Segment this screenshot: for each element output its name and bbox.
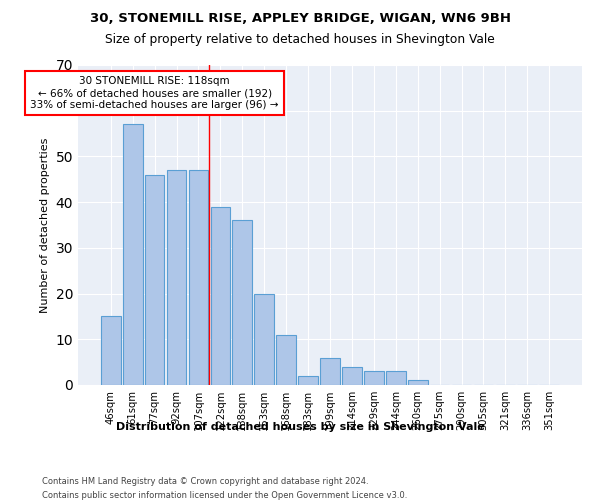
- Bar: [211, 206, 230, 385]
- Text: 30, STONEMILL RISE, APPLEY BRIDGE, WIGAN, WN6 9BH: 30, STONEMILL RISE, APPLEY BRIDGE, WIGAN…: [89, 12, 511, 26]
- Bar: [123, 124, 143, 385]
- Bar: [101, 316, 121, 385]
- Bar: [364, 372, 384, 385]
- Text: Distribution of detached houses by size in Shevington Vale: Distribution of detached houses by size …: [116, 422, 484, 432]
- Bar: [342, 366, 362, 385]
- Bar: [408, 380, 428, 385]
- Bar: [298, 376, 318, 385]
- Bar: [386, 372, 406, 385]
- Y-axis label: Number of detached properties: Number of detached properties: [40, 138, 50, 312]
- Text: Contains HM Land Registry data © Crown copyright and database right 2024.: Contains HM Land Registry data © Crown c…: [42, 478, 368, 486]
- Bar: [276, 334, 296, 385]
- Bar: [232, 220, 252, 385]
- Bar: [254, 294, 274, 385]
- Text: Contains public sector information licensed under the Open Government Licence v3: Contains public sector information licen…: [42, 491, 407, 500]
- Text: Size of property relative to detached houses in Shevington Vale: Size of property relative to detached ho…: [105, 32, 495, 46]
- Bar: [320, 358, 340, 385]
- Bar: [167, 170, 187, 385]
- Text: 30 STONEMILL RISE: 118sqm
← 66% of detached houses are smaller (192)
33% of semi: 30 STONEMILL RISE: 118sqm ← 66% of detac…: [31, 76, 279, 110]
- Bar: [145, 174, 164, 385]
- Bar: [188, 170, 208, 385]
